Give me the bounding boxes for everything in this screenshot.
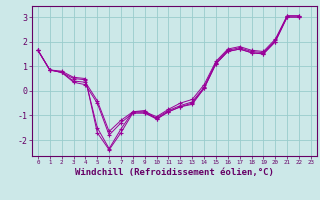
X-axis label: Windchill (Refroidissement éolien,°C): Windchill (Refroidissement éolien,°C) bbox=[75, 168, 274, 177]
